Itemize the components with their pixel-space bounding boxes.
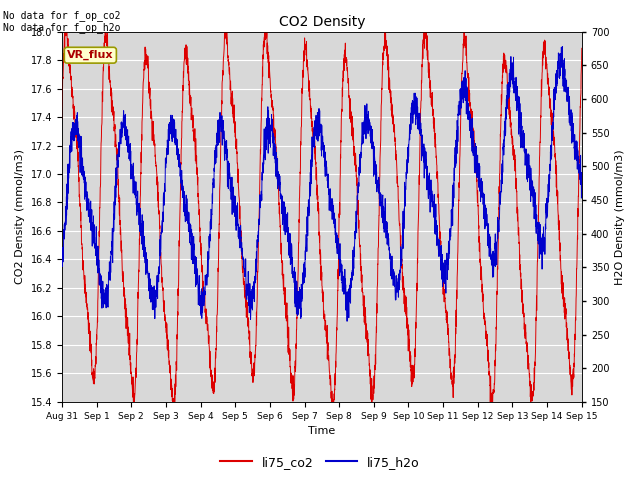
Legend: li75_co2, li75_h2o: li75_co2, li75_h2o bbox=[215, 451, 425, 474]
Title: CO2 Density: CO2 Density bbox=[278, 15, 365, 29]
Text: VR_flux: VR_flux bbox=[67, 50, 114, 60]
Y-axis label: CO2 Density (mmol/m3): CO2 Density (mmol/m3) bbox=[15, 149, 25, 284]
Y-axis label: H2O Density (mmol/m3): H2O Density (mmol/m3) bbox=[615, 149, 625, 285]
X-axis label: Time: Time bbox=[308, 426, 335, 436]
Text: No data for f_op_co2
No data for f_op_h2o: No data for f_op_co2 No data for f_op_h2… bbox=[3, 10, 121, 33]
